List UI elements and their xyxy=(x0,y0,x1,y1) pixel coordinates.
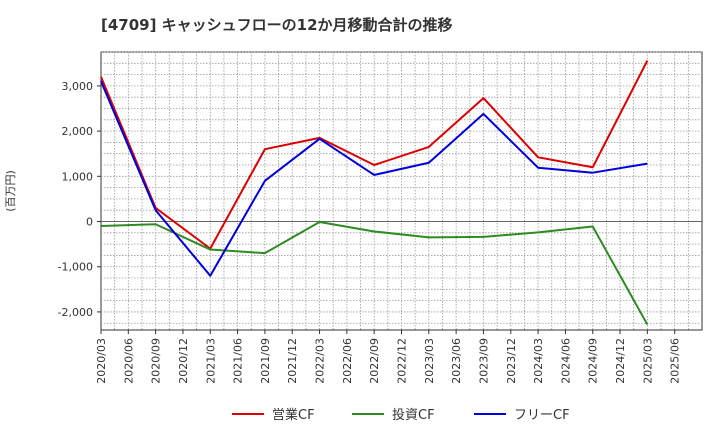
x-tick-label: 2020/06 xyxy=(122,338,135,384)
y-tick-label: 3,000 xyxy=(62,80,94,93)
x-tick-label: 2025/03 xyxy=(641,338,654,384)
y-axis: 3,000 2,000 1,000 0 -1,000 -2,000 xyxy=(58,80,101,319)
grid-lines xyxy=(101,51,702,330)
legend-label-フリーCF: フリーCF xyxy=(514,408,570,423)
y-tick-label: 2,000 xyxy=(62,125,94,138)
series-line-フリーCF xyxy=(100,80,648,277)
y-tick-label: -2,000 xyxy=(58,306,93,319)
y-axis-label: (百万円) xyxy=(4,170,17,212)
x-tick-label: 2020/12 xyxy=(177,338,190,384)
legend-label-営業CF: 営業CF xyxy=(272,407,315,423)
x-tick-label: 2021/09 xyxy=(259,338,272,384)
x-tick-label: 2023/03 xyxy=(423,338,436,384)
x-tick-label: 2024/09 xyxy=(587,338,600,384)
x-tick-label: 2020/09 xyxy=(150,338,163,384)
x-tick-label: 2021/03 xyxy=(204,338,217,384)
series-line-営業CF xyxy=(100,60,649,250)
x-axis: 2020/03 2020/06 2020/09 2020/12 2021/03 2021/… xyxy=(95,330,682,384)
chart-title: [4709] キャッシュフローの12か月移動合計の推移 xyxy=(101,16,453,34)
x-tick-label: 2022/12 xyxy=(396,338,409,384)
x-tick-label: 2025/06 xyxy=(669,338,682,384)
x-tick-label: 2024/06 xyxy=(559,338,572,384)
x-tick-label: 2022/06 xyxy=(341,338,354,384)
y-tick-label: 0 xyxy=(86,216,93,229)
x-tick-label: 2023/09 xyxy=(477,338,490,384)
x-tick-label: 2024/12 xyxy=(614,338,627,384)
series-line-投資CF xyxy=(100,220,649,326)
legend: 営業CF 投資CF フリーCF xyxy=(232,407,570,423)
x-tick-label: 2022/03 xyxy=(314,338,327,384)
series-lines xyxy=(100,60,649,326)
x-tick-label: 2020/03 xyxy=(95,338,108,384)
x-tick-label: 2023/12 xyxy=(505,338,518,384)
y-tick-label: 1,000 xyxy=(62,170,94,183)
x-tick-label: 2024/03 xyxy=(532,338,545,384)
x-tick-label: 2021/06 xyxy=(232,338,245,384)
x-tick-label: 2021/12 xyxy=(286,338,299,384)
x-tick-label: 2022/09 xyxy=(368,338,381,384)
x-tick-label: 2023/06 xyxy=(450,338,463,384)
y-tick-label: -1,000 xyxy=(58,261,93,274)
legend-label-投資CF: 投資CF xyxy=(392,407,435,423)
